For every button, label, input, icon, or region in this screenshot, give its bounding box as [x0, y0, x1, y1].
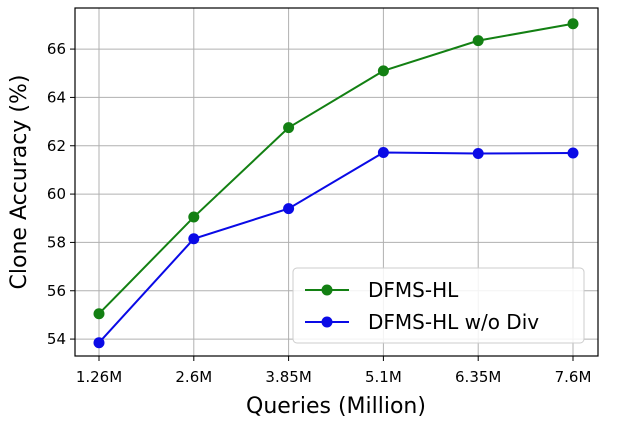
data-point-series-0 — [377, 65, 389, 77]
y-tick-label: 54 — [47, 330, 66, 348]
y-axis-label: Clone Accuracy (%) — [7, 75, 32, 290]
y-tick-label: 60 — [47, 185, 66, 203]
y-tick-label: 56 — [47, 282, 66, 300]
data-point-series-0 — [472, 35, 484, 47]
x-axis-label: Queries (Million) — [246, 394, 426, 419]
legend: DFMS-HL DFMS-HL w/o Div — [292, 267, 585, 344]
legend-label-dfms-hl: DFMS-HL — [368, 278, 459, 302]
legend-box — [292, 267, 585, 344]
x-tick-label: 6.35M — [455, 368, 501, 386]
x-tick-label: 7.6M — [555, 368, 592, 386]
x-tick-label: 1.26M — [76, 368, 122, 386]
y-axis-ticks: 54 56 58 60 62 64 66 — [47, 40, 75, 348]
y-tick-label: 64 — [47, 88, 66, 106]
data-point-series-0 — [188, 211, 200, 223]
legend-marker-dfms-hl-wo-div — [321, 316, 333, 328]
data-point-series-1 — [283, 203, 295, 215]
x-tick-label: 2.6M — [175, 368, 212, 386]
x-tick-label: 5.1M — [365, 368, 402, 386]
x-axis-ticks: 1.26M 2.6M 3.85M 5.1M 6.35M 7.6M — [76, 356, 592, 386]
y-tick-label: 58 — [47, 233, 66, 251]
series-layer — [93, 18, 579, 349]
data-point-series-1 — [93, 337, 105, 349]
y-tick-label: 62 — [47, 137, 66, 155]
x-tick-label: 3.85M — [265, 368, 311, 386]
series-line-0 — [98, 22, 574, 315]
data-point-series-1 — [377, 147, 389, 159]
data-point-series-1 — [188, 233, 200, 245]
data-point-series-0 — [283, 122, 295, 134]
data-point-series-1 — [472, 147, 484, 159]
data-point-series-0 — [93, 308, 105, 320]
plot-frame — [74, 7, 599, 357]
y-tick-label: 66 — [47, 40, 66, 58]
legend-marker-dfms-hl — [321, 284, 333, 296]
legend-label-dfms-hl-wo-div: DFMS-HL w/o Div — [368, 310, 539, 334]
data-point-series-0 — [567, 18, 579, 30]
data-point-series-1 — [567, 147, 579, 159]
series-line-1 — [98, 151, 574, 344]
